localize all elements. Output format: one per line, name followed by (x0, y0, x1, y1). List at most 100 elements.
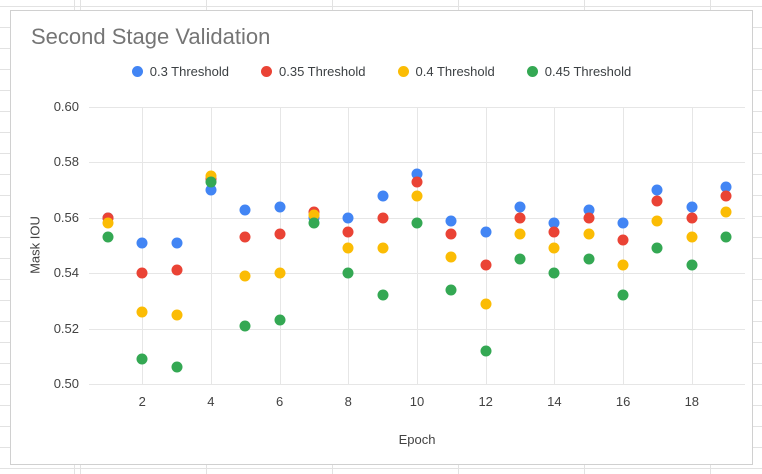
data-point[interactable] (136, 353, 148, 365)
legend-dot-icon (261, 65, 272, 77)
x-gridline (485, 107, 487, 384)
data-point[interactable] (308, 209, 320, 221)
data-point[interactable] (514, 212, 526, 224)
legend: 0.3 Threshold 0.35 Threshold 0.4 Threshold… (11, 62, 752, 80)
y-tick-label: 0.54 (53, 265, 79, 281)
data-point[interactable] (548, 267, 560, 279)
data-point[interactable] (377, 289, 389, 301)
data-point[interactable] (548, 217, 560, 229)
data-point[interactable] (274, 228, 286, 240)
data-point[interactable] (617, 217, 629, 229)
data-point[interactable] (411, 190, 423, 202)
data-point[interactable] (651, 195, 663, 207)
legend-dot-icon (131, 65, 143, 77)
y-tick-label: 0.58 (53, 154, 79, 170)
data-point[interactable] (514, 201, 526, 213)
data-point[interactable] (274, 267, 286, 279)
legend-item: 0.45 Threshold (526, 63, 632, 79)
data-point[interactable] (239, 231, 251, 243)
data-point[interactable] (514, 228, 526, 240)
data-point[interactable] (720, 190, 732, 202)
x-tick-label: 2 (138, 394, 146, 409)
data-point[interactable] (583, 253, 595, 265)
data-point[interactable] (377, 190, 389, 202)
data-point[interactable] (102, 217, 114, 229)
chart-card[interactable]: Second Stage Validation 0.3 Threshold 0.3… (10, 10, 753, 465)
y-tick-label: 0.52 (53, 320, 79, 336)
x-tick-label: 14 (547, 394, 562, 409)
data-point[interactable] (480, 298, 492, 310)
data-point[interactable] (102, 231, 114, 243)
data-point[interactable] (583, 204, 595, 215)
legend-label: 0.4 Threshold (415, 63, 495, 79)
data-point[interactable] (720, 231, 732, 243)
data-point[interactable] (136, 237, 148, 249)
data-point[interactable] (480, 345, 492, 357)
x-tick-label: 4 (207, 394, 215, 409)
data-point[interactable] (377, 242, 389, 254)
data-point[interactable] (514, 253, 526, 265)
data-point[interactable] (411, 217, 423, 229)
data-point[interactable] (171, 361, 183, 373)
legend-label: 0.35 Threshold (279, 63, 366, 79)
data-point[interactable] (205, 176, 217, 188)
x-gridline (210, 107, 212, 384)
data-point[interactable] (686, 212, 698, 224)
data-point[interactable] (548, 242, 560, 254)
x-tick-label: 6 (275, 394, 284, 409)
data-point[interactable] (583, 228, 595, 240)
data-point[interactable] (171, 264, 183, 276)
data-point[interactable] (617, 259, 629, 271)
data-point[interactable] (445, 284, 457, 296)
data-point[interactable] (445, 215, 457, 227)
data-point[interactable] (411, 176, 423, 188)
data-point[interactable] (239, 204, 251, 215)
x-axis-title: Epoch (398, 432, 436, 447)
data-point[interactable] (377, 212, 389, 224)
data-point[interactable] (720, 181, 732, 193)
x-tick-label: 12 (478, 394, 493, 409)
data-point[interactable] (651, 184, 663, 196)
data-point[interactable] (171, 309, 183, 321)
data-point[interactable] (205, 184, 217, 196)
legend-dot-icon (397, 65, 409, 77)
legend-item: 0.4 Threshold (397, 63, 495, 79)
data-point[interactable] (411, 168, 423, 179)
x-tick-label: 18 (684, 394, 700, 409)
data-point[interactable] (651, 242, 663, 254)
x-tick-label: 16 (615, 394, 631, 409)
data-point[interactable] (686, 201, 698, 213)
data-point[interactable] (617, 289, 629, 301)
data-point[interactable] (342, 242, 354, 254)
data-point[interactable] (548, 226, 560, 238)
data-point[interactable] (480, 259, 492, 271)
data-point[interactable] (342, 267, 354, 279)
data-point[interactable] (239, 270, 251, 282)
data-point[interactable] (342, 226, 354, 238)
data-point[interactable] (445, 251, 457, 263)
legend-label: 0.45 Threshold (544, 63, 632, 79)
data-point[interactable] (480, 226, 492, 238)
data-point[interactable] (171, 237, 183, 249)
data-point[interactable] (583, 212, 595, 224)
data-point[interactable] (274, 314, 286, 326)
data-point[interactable] (308, 217, 320, 229)
y-tick-label: 0.56 (53, 209, 79, 225)
data-point[interactable] (342, 212, 354, 224)
data-point[interactable] (686, 259, 698, 271)
data-point[interactable] (136, 267, 148, 279)
y-tick-label: 0.50 (53, 376, 79, 391)
legend-item: 0.35 Threshold (261, 64, 366, 79)
x-gridline (417, 107, 418, 384)
data-point[interactable] (136, 306, 148, 318)
data-point[interactable] (617, 234, 629, 246)
data-point[interactable] (274, 201, 286, 213)
data-point[interactable] (445, 228, 457, 240)
chart-title: Second Stage Validation (31, 24, 271, 49)
data-point[interactable] (651, 215, 663, 227)
data-point[interactable] (239, 320, 251, 332)
data-point[interactable] (686, 231, 698, 243)
legend-label: 0.3 Threshold (149, 63, 229, 79)
data-point[interactable] (720, 206, 732, 218)
